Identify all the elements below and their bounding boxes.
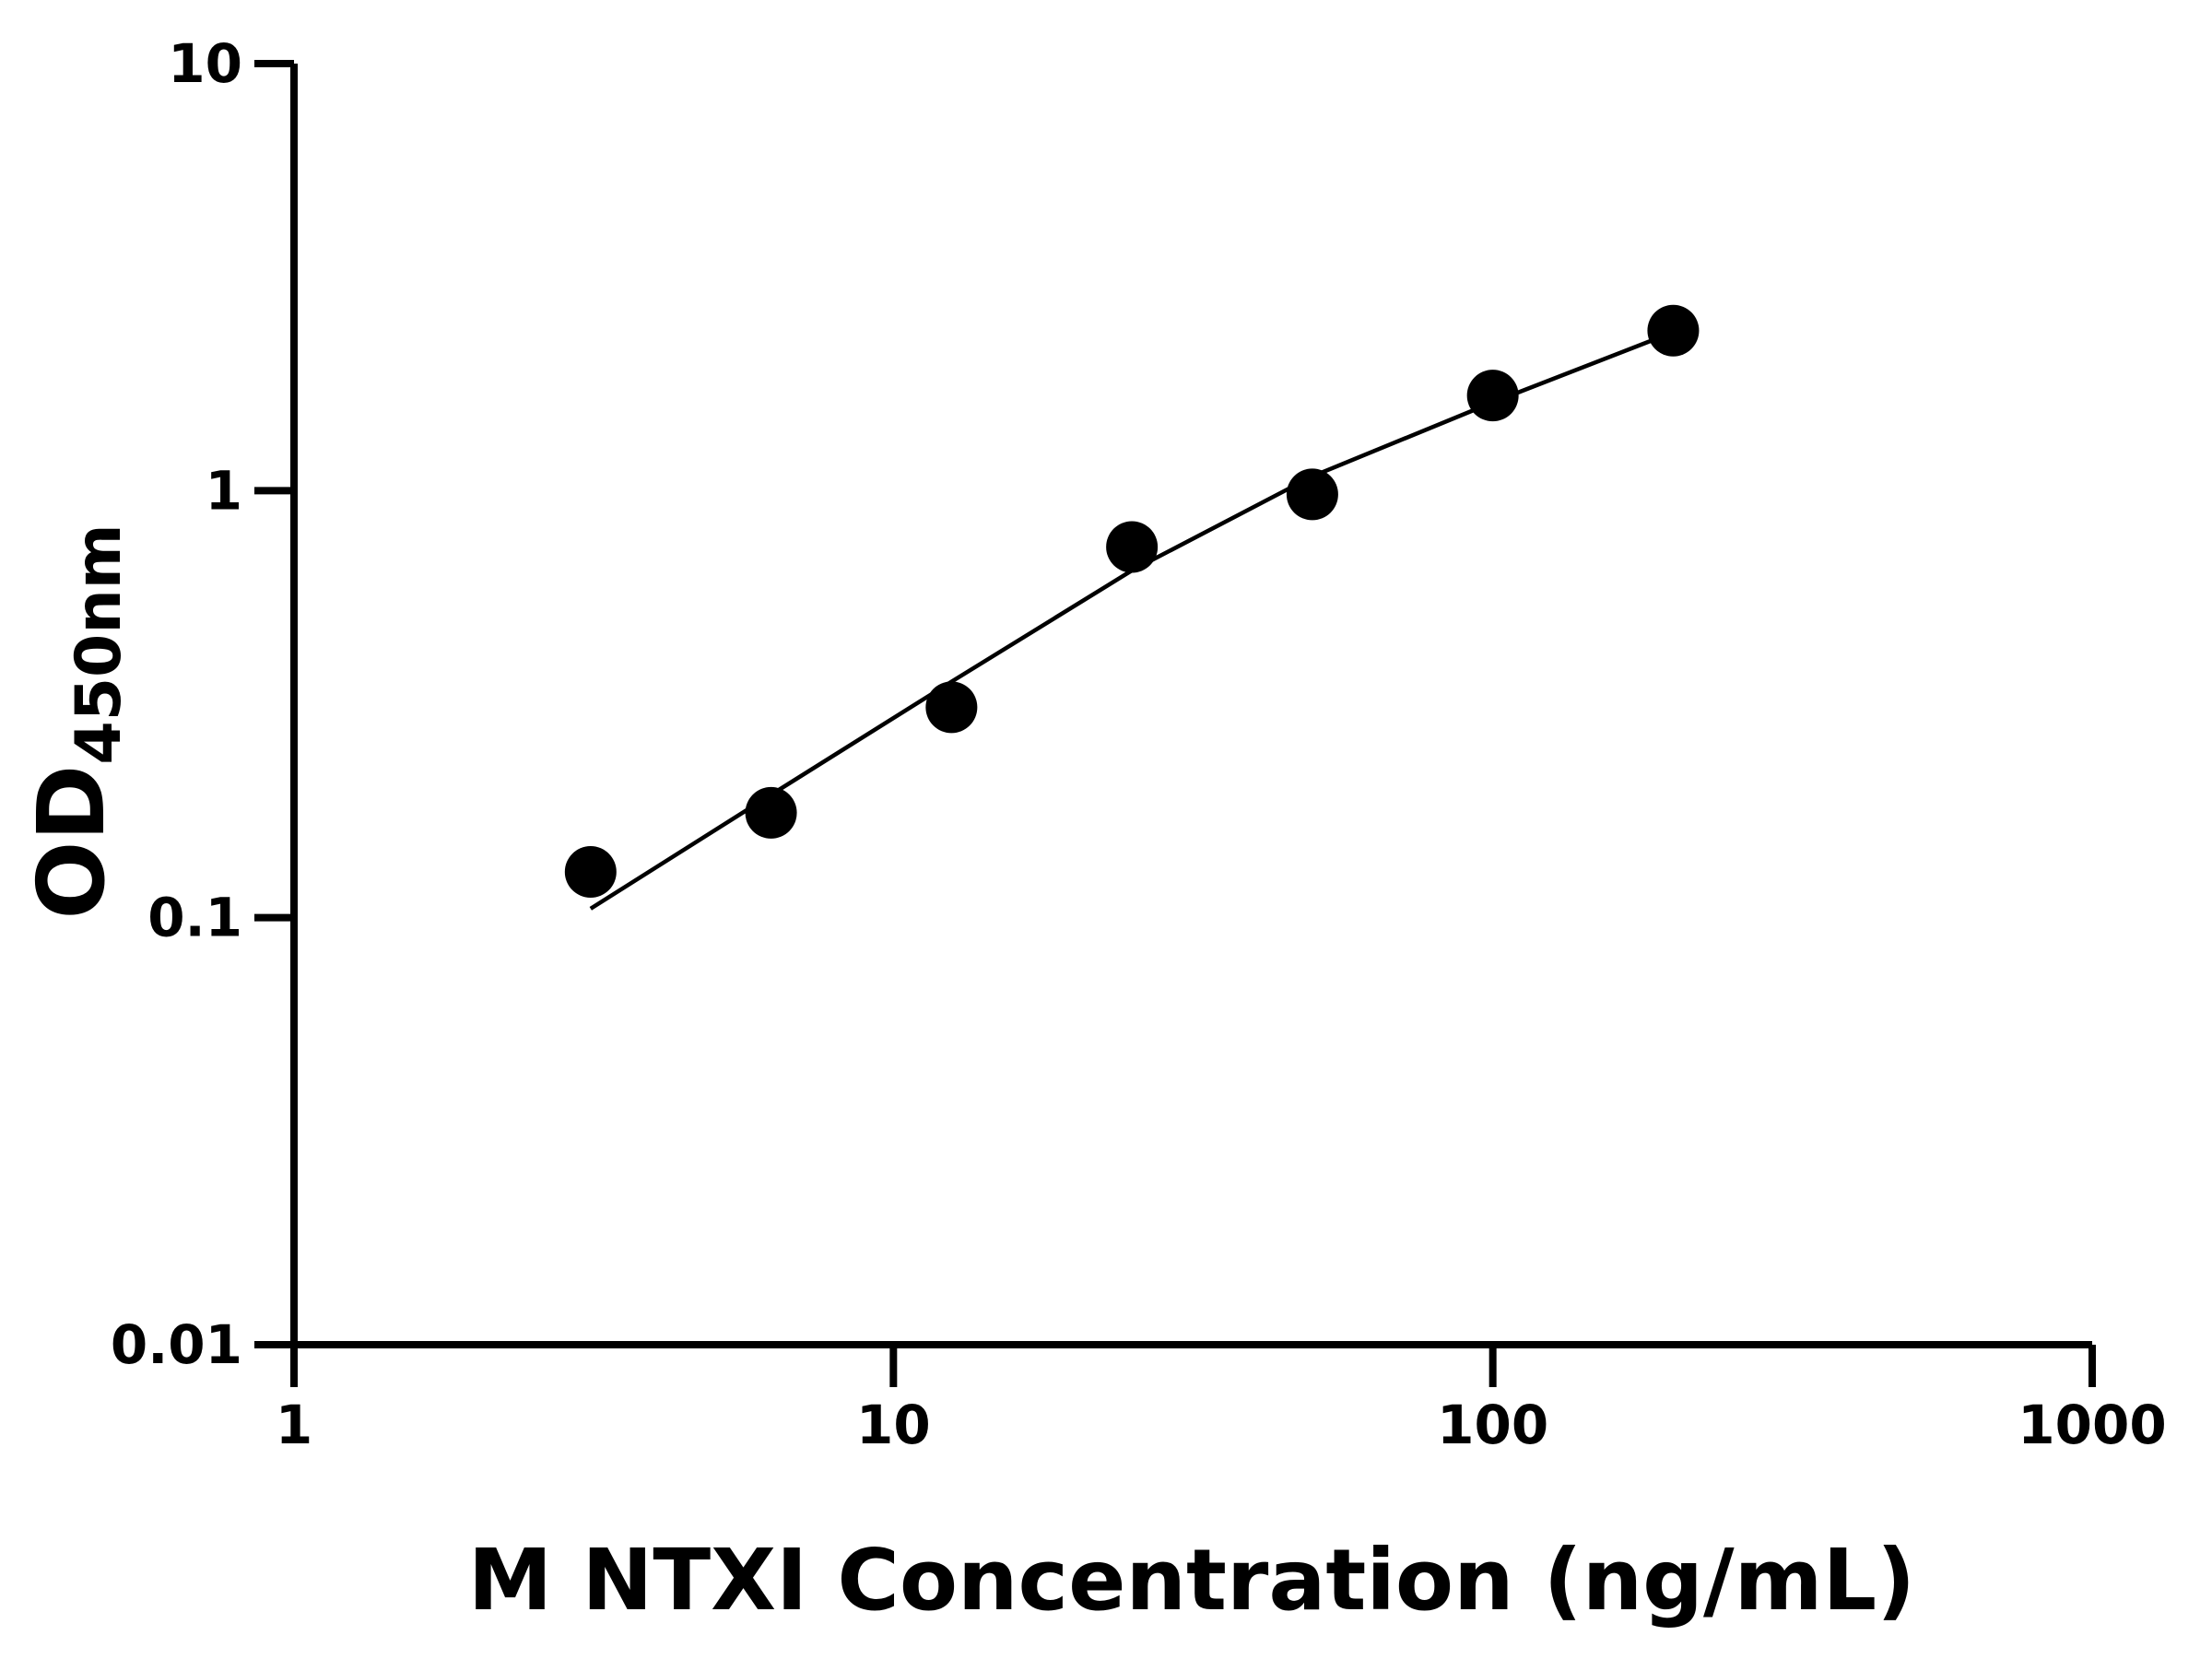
- y-axis-label-sub: 450nm: [63, 524, 135, 764]
- y-axis-label: OD450nm: [18, 524, 135, 919]
- data-point: [564, 845, 617, 898]
- y-tick-label: 10: [168, 32, 242, 95]
- y-tick-label: 0.01: [111, 1313, 242, 1376]
- fit-curve: [589, 330, 1675, 911]
- data-point: [925, 681, 978, 734]
- y-tick-label: 1: [206, 459, 242, 522]
- x-tick-label: 1: [276, 1394, 312, 1456]
- y-axis-label-main: OD: [18, 765, 125, 920]
- x-tick-label: 10: [856, 1394, 931, 1456]
- data-point: [1106, 521, 1159, 573]
- x-axis-label: M NTXI Concentration (ng/mL): [468, 1531, 1915, 1630]
- data-point: [1647, 304, 1700, 357]
- data-point: [745, 786, 797, 839]
- x-tick-label: 1000: [2018, 1394, 2166, 1456]
- x-tick-label: 100: [1437, 1394, 1548, 1456]
- y-tick-label: 0.1: [147, 887, 242, 949]
